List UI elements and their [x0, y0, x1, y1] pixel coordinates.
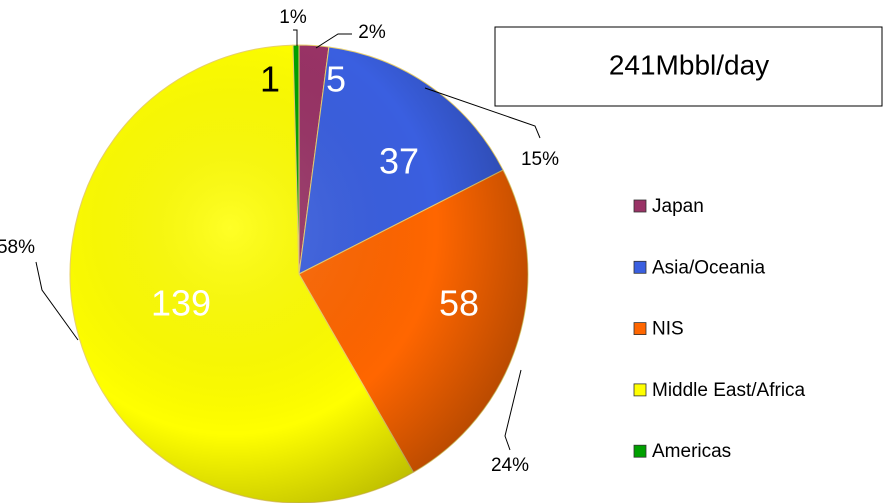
legend-swatch — [633, 444, 647, 458]
slice-label: 139 — [151, 283, 211, 324]
leader-line — [315, 33, 352, 49]
chart-title: 241Mbbl/day — [609, 49, 769, 80]
title-box — [494, 26, 883, 107]
slice-label: 58 — [439, 283, 479, 324]
legend-label: Middle East/Africa — [652, 380, 806, 401]
legend-swatch — [633, 199, 647, 213]
legend-label: Asia/Oceania — [652, 257, 765, 278]
percent-label: 58% — [0, 237, 35, 258]
percent-label: 1% — [279, 7, 307, 28]
percent-label: 24% — [491, 455, 529, 476]
leader-line — [35, 261, 79, 341]
leader-line — [424, 87, 541, 139]
slice-label: 37 — [379, 141, 419, 182]
slice-label: 1 — [260, 59, 280, 100]
legend-label: Americas — [652, 441, 731, 462]
leader-line — [293, 29, 298, 46]
leader-line — [504, 369, 522, 451]
legend-swatch — [633, 322, 647, 336]
slice-label: 5 — [326, 59, 346, 100]
legend-swatch — [633, 260, 647, 274]
legend-label: Japan — [652, 196, 704, 217]
percent-label: 15% — [521, 149, 559, 170]
legend-label: NIS — [652, 319, 684, 340]
legend-swatch — [633, 383, 647, 397]
percent-label: 2% — [358, 22, 386, 43]
